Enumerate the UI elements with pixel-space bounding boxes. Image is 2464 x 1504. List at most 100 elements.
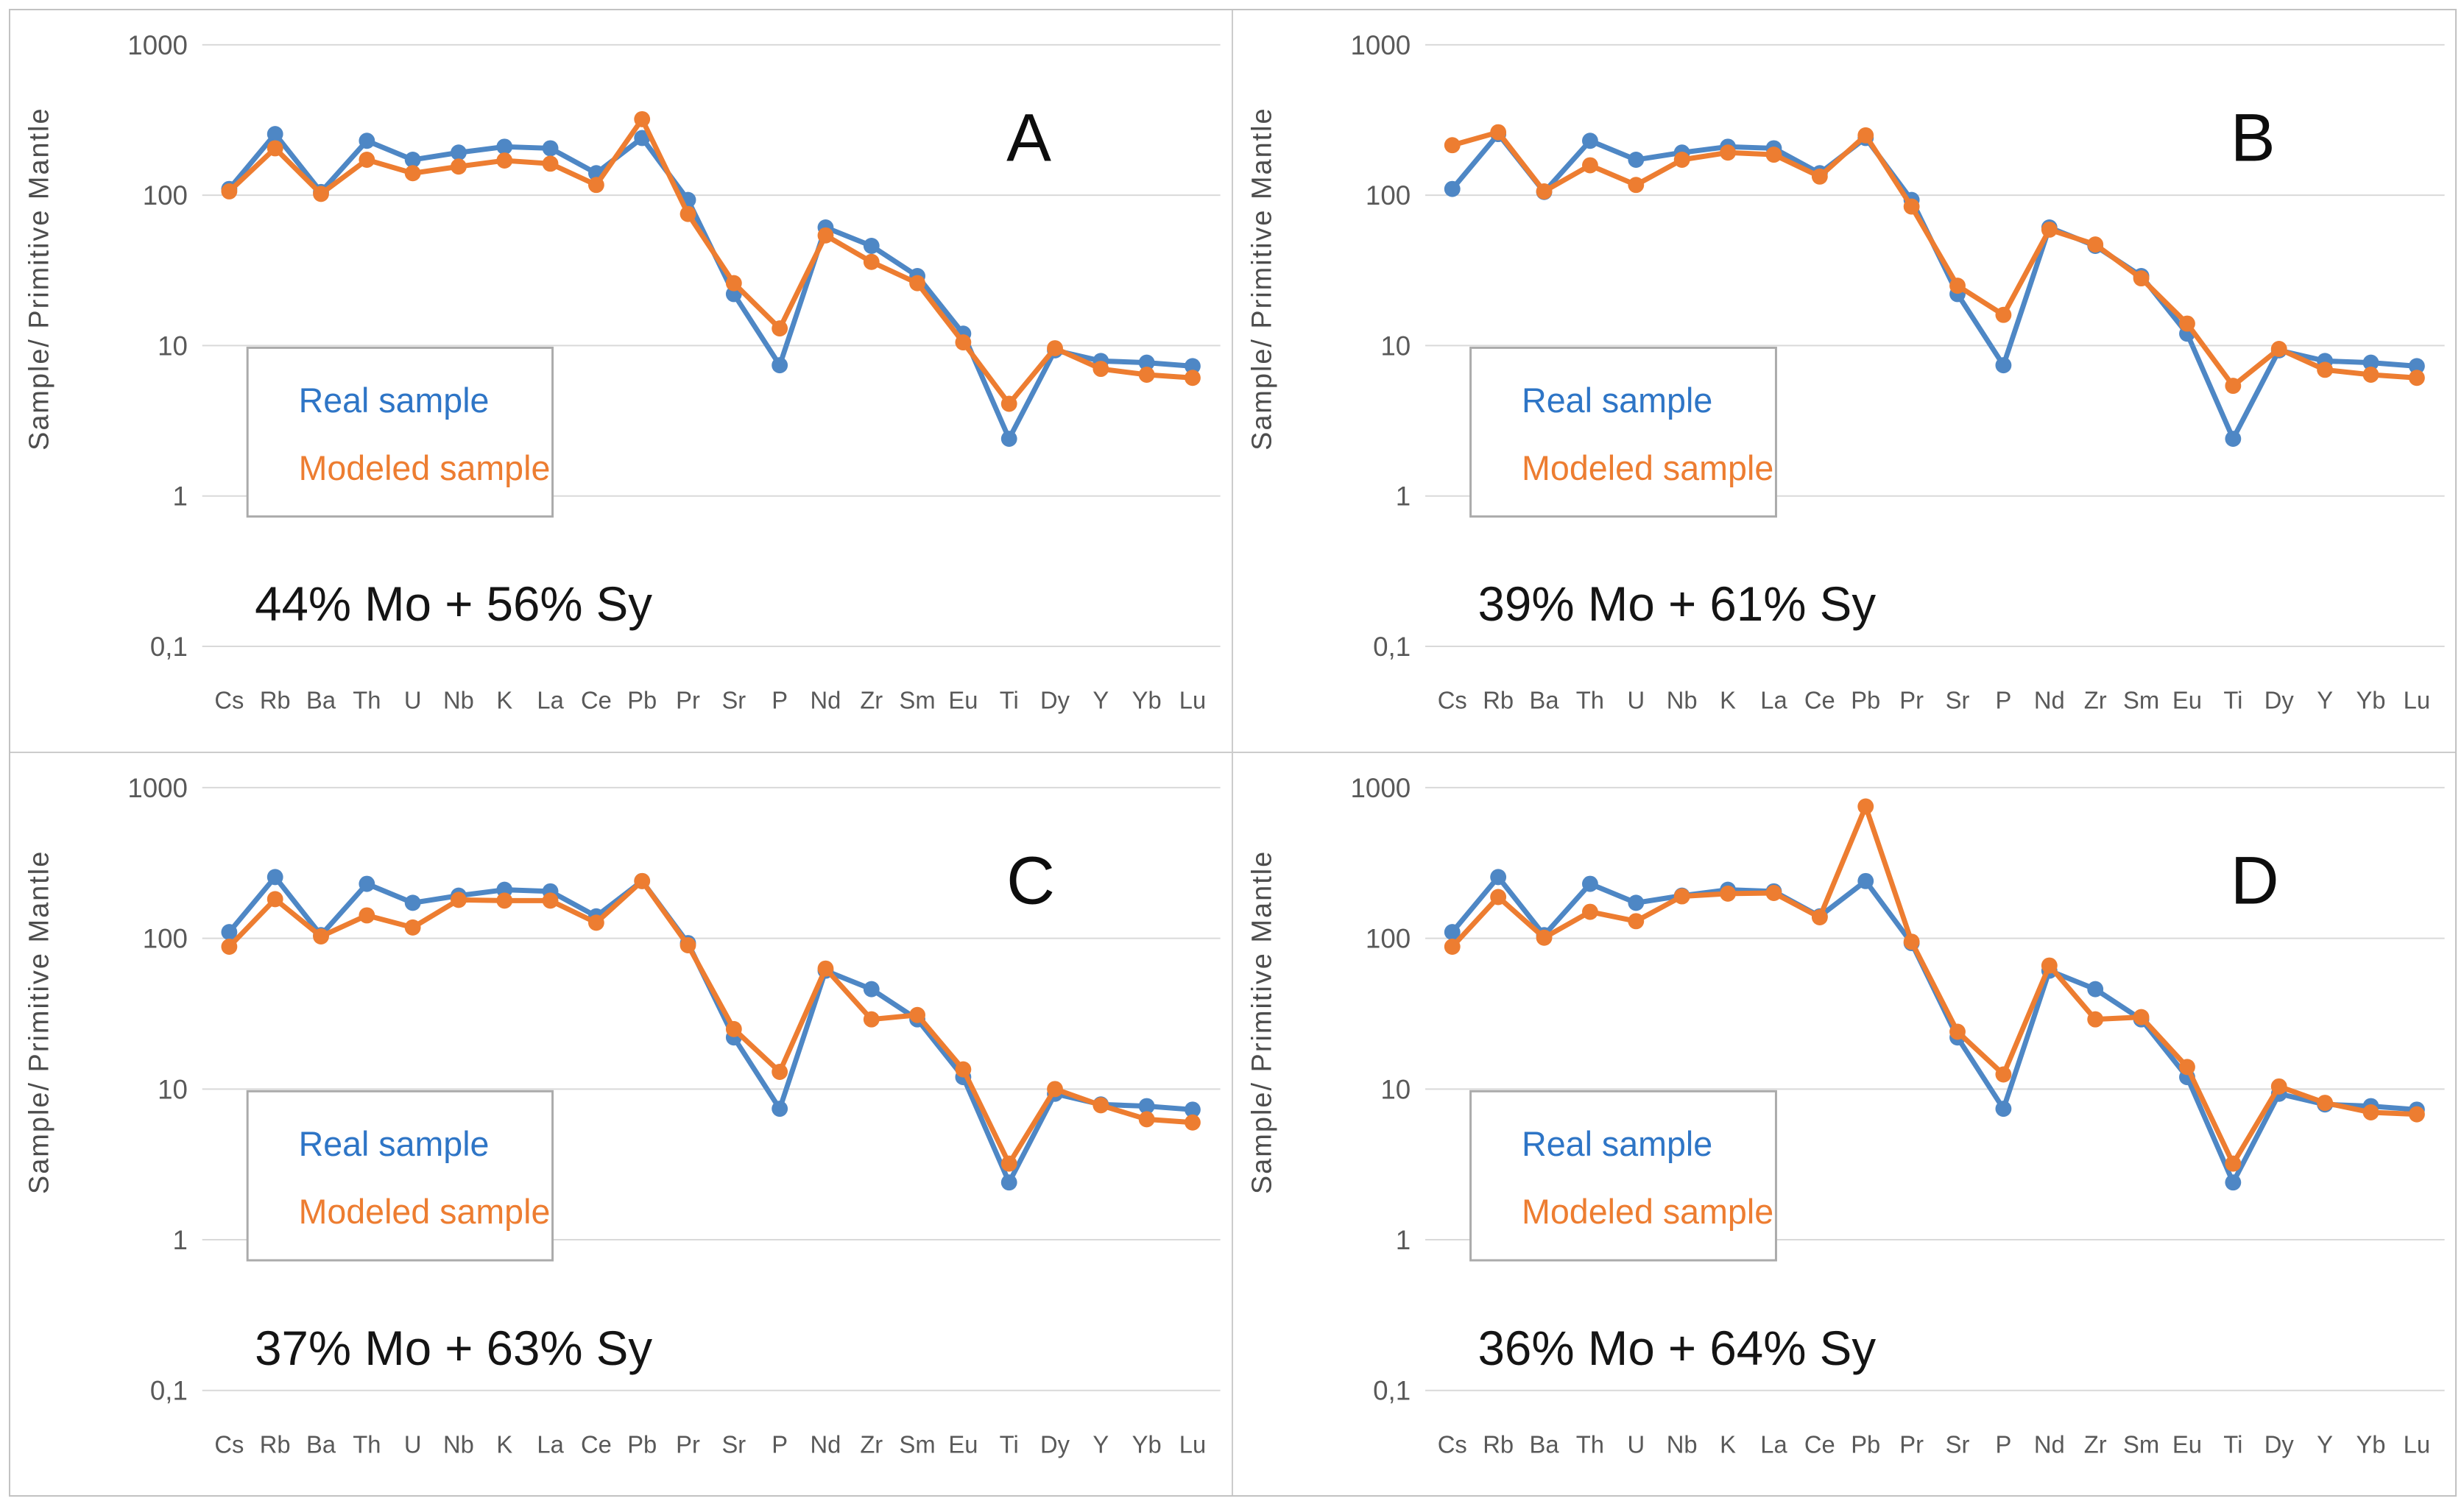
data-point-Zr xyxy=(2086,1011,2103,1028)
x-tick-label-Pr: Pr xyxy=(1899,1430,1924,1458)
data-point-Ti xyxy=(1000,1155,1017,1172)
data-point-Y xyxy=(2316,1094,2333,1111)
data-point-Lu xyxy=(1185,370,1201,386)
data-point-Dy xyxy=(2270,341,2287,357)
x-tick-label-Sr: Sr xyxy=(721,687,746,714)
data-point-Lu xyxy=(2408,1106,2425,1123)
panel-a: 1000 100 10 1 0,1 Cs Rb Ba Th U Nb K La Ce Pb Pr Sr P Nd Zr… xyxy=(10,10,1233,753)
panel-c: 1000 100 10 1 0,1 Cs Rb Ba Th U Nb K La Ce Pb Pr Sr P Nd Zr… xyxy=(10,752,1233,1495)
data-point-Cs xyxy=(221,183,238,200)
x-tick-label-Sm: Sm xyxy=(900,1430,936,1458)
panel-letter: B xyxy=(2230,100,2275,175)
data-point-Eu xyxy=(2178,315,2195,332)
x-tick-label-Y: Y xyxy=(2317,1430,2333,1458)
data-point-P xyxy=(1994,357,2011,374)
x-tick-label-Eu: Eu xyxy=(2172,1430,2201,1458)
y-tick-label: 1 xyxy=(1395,1224,1410,1254)
data-point-Sr xyxy=(725,1020,742,1037)
data-point-Ti xyxy=(1000,395,1017,412)
data-point-Nb xyxy=(451,158,467,175)
x-tick-label-La: La xyxy=(1760,687,1787,714)
y-tick-label: 100 xyxy=(143,923,188,953)
data-point-K xyxy=(496,892,513,908)
x-tick-label-Ce: Ce xyxy=(1804,1430,1835,1458)
y-tick-label: 100 xyxy=(1365,180,1410,211)
x-tick-label-P: P xyxy=(772,687,788,714)
x-tick-label-Dy: Dy xyxy=(2264,1430,2294,1458)
x-tick-label-Rb: Rb xyxy=(260,687,291,714)
data-point-Nd xyxy=(2041,957,2058,974)
x-tick-label-K: K xyxy=(1720,687,1736,714)
x-tick-label-La: La xyxy=(537,687,564,714)
legend-item-real-sample: Real sample xyxy=(1522,1125,1712,1163)
x-tick-label-U: U xyxy=(404,687,422,714)
x-tick-label-Ce: Ce xyxy=(581,1430,612,1458)
legend-box xyxy=(246,346,554,518)
x-tick-label-Ce: Ce xyxy=(581,687,612,714)
data-point-K xyxy=(1719,144,1736,161)
series-line xyxy=(1450,803,2417,1166)
y-axis-title: Sample/ Primitive Mantle xyxy=(24,107,55,451)
data-point-Rb xyxy=(1489,889,1506,905)
data-point-P xyxy=(1994,1066,2011,1082)
legend-item-real-sample: Real sample xyxy=(299,1125,490,1163)
data-point-Sm xyxy=(909,1006,925,1023)
data-point-U xyxy=(404,152,421,168)
data-point-Rb xyxy=(266,126,283,143)
data-point-Zr xyxy=(863,981,880,998)
data-point-U xyxy=(1627,912,1644,929)
data-point-La xyxy=(542,140,559,157)
x-tick-label-Sm: Sm xyxy=(2123,1430,2159,1458)
data-point-Pr xyxy=(1903,198,1920,215)
x-tick-label-Ba: Ba xyxy=(306,1430,336,1458)
data-point-Ti xyxy=(1000,431,1017,447)
x-tick-label-Eu: Eu xyxy=(948,1430,978,1458)
data-point-Y xyxy=(2316,361,2333,378)
y-tick-label: 10 xyxy=(158,1074,188,1104)
legend-item-modeled-sample: Modeled sample xyxy=(1522,449,1773,487)
x-tick-label-Zr: Zr xyxy=(860,687,883,714)
data-point-Cs xyxy=(1444,938,1461,955)
data-point-Nd xyxy=(817,227,834,244)
data-point-Yb xyxy=(2362,354,2379,371)
legend: Real sample Modeled sample xyxy=(1469,1090,1777,1261)
x-tick-label-Ba: Ba xyxy=(306,687,336,714)
x-tick-label-U: U xyxy=(1627,1430,1645,1458)
data-point-Nb xyxy=(451,144,467,161)
data-point-Ti xyxy=(1000,1173,1017,1190)
data-point-Nb xyxy=(451,891,467,908)
y-tick-label: 0,1 xyxy=(150,1375,188,1405)
y-tick-label: 0,1 xyxy=(150,632,188,662)
x-tick-label-Nd: Nd xyxy=(2033,687,2064,714)
data-point-Cs xyxy=(221,938,238,955)
data-point-Ti xyxy=(2224,1173,2241,1190)
x-tick-label-Lu: Lu xyxy=(1179,687,1206,714)
data-point-La xyxy=(542,155,559,172)
x-tick-label-Pr: Pr xyxy=(676,1430,700,1458)
y-tick-label: 10 xyxy=(1380,331,1411,361)
data-point-U xyxy=(404,894,421,911)
x-tick-label-Y: Y xyxy=(2317,687,2333,714)
x-tick-label-Ba: Ba xyxy=(1529,1430,1559,1458)
x-tick-label-La: La xyxy=(1760,1430,1787,1458)
legend-box xyxy=(1469,1090,1777,1261)
data-point-Yb xyxy=(1138,1110,1155,1127)
x-tick-label-Th: Th xyxy=(1575,687,1603,714)
x-tick-label-Y: Y xyxy=(1092,1430,1109,1458)
x-tick-label-Sm: Sm xyxy=(900,687,936,714)
data-point-Pb xyxy=(1857,127,1874,144)
x-tick-label-Pb: Pb xyxy=(627,1430,657,1458)
data-point-U xyxy=(1627,177,1644,194)
x-tick-label-Nb: Nb xyxy=(443,687,474,714)
x-tick-label-Nb: Nb xyxy=(1666,687,1697,714)
data-point-Cs xyxy=(1444,137,1461,154)
x-tick-label-Sm: Sm xyxy=(2123,687,2159,714)
series-modeled-sample xyxy=(1444,798,2425,1172)
data-point-Ce xyxy=(587,177,604,194)
data-point-Ce xyxy=(1811,168,1828,185)
data-point-Pr xyxy=(1903,933,1920,950)
series-modeled-sample xyxy=(1444,124,2425,395)
y-tick-label: 1000 xyxy=(127,30,188,60)
x-tick-label-La: La xyxy=(537,1430,564,1458)
legend: Real sample Modeled sample xyxy=(1469,346,1777,518)
